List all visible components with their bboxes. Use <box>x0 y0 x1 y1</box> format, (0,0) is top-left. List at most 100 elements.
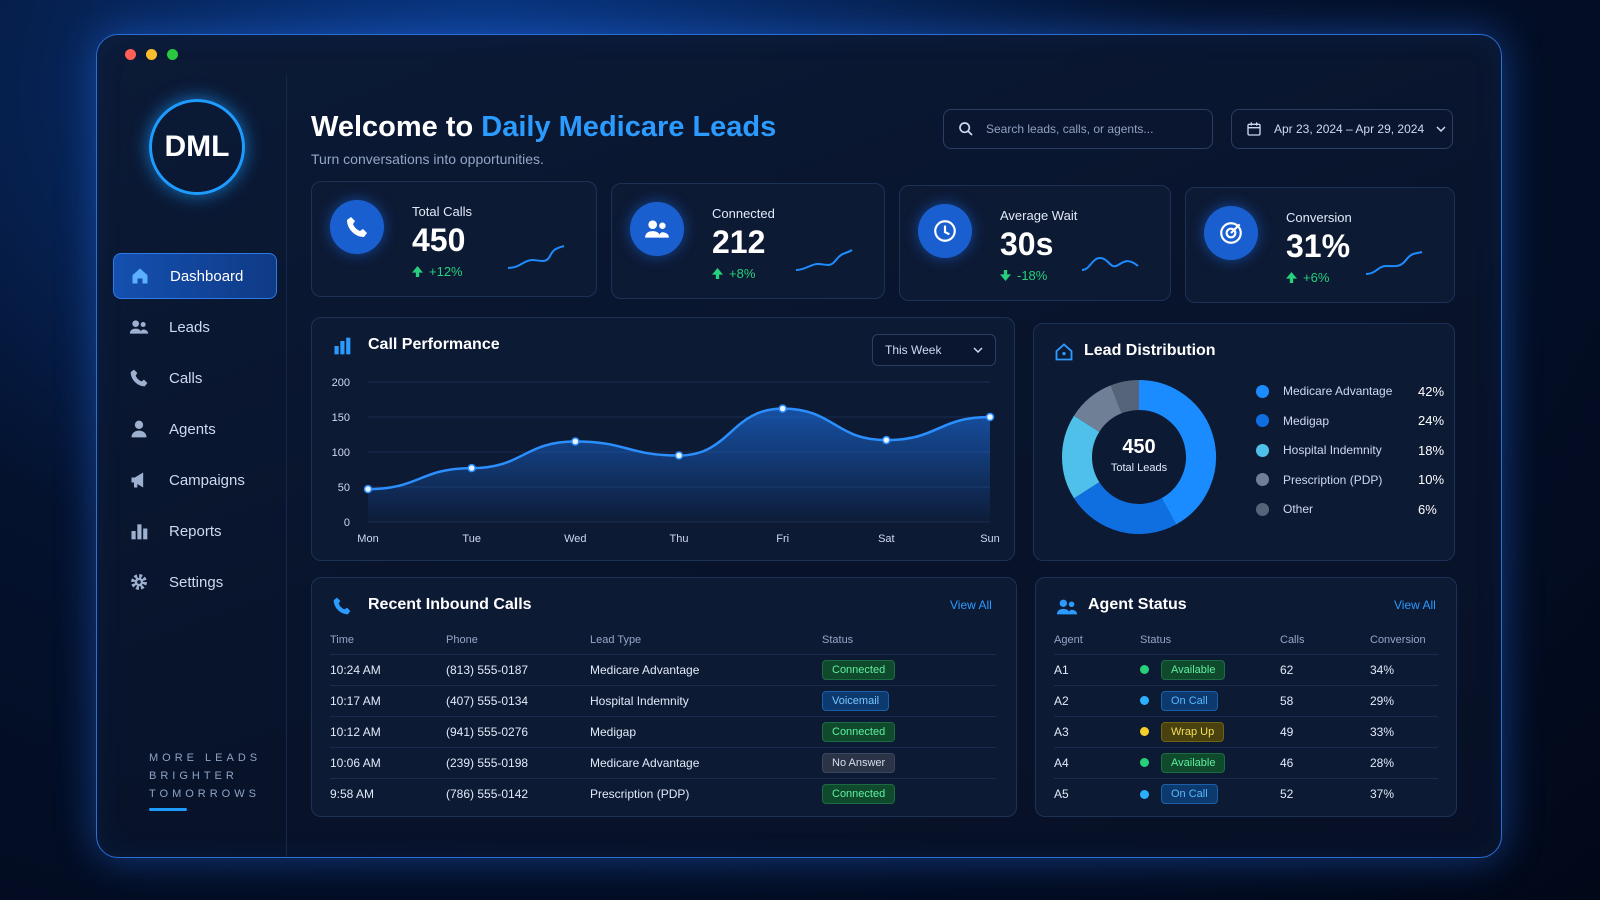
status-badge: On Call <box>1161 784 1218 805</box>
donut-center-value: 450 <box>1122 436 1156 458</box>
sidebar-item-agents[interactable]: Agents <box>113 406 277 452</box>
kpi-value: 212 <box>712 224 766 260</box>
tagline-underline <box>149 808 187 811</box>
legend-percent: 42% <box>1418 383 1445 399</box>
call-lead-type: Prescription (PDP) <box>590 778 822 810</box>
legend-swatch <box>1256 473 1269 486</box>
table-row[interactable]: A4 Available 46 28% <box>1054 747 1438 779</box>
call-lead-type: Medigap <box>590 716 822 748</box>
kpi-label: Average Wait <box>1000 208 1078 223</box>
search-icon <box>959 122 973 136</box>
sidebar-item-calls[interactable]: Calls <box>113 355 277 401</box>
chevron-down-icon <box>1436 126 1446 133</box>
table-row[interactable]: A2 On Call 58 29% <box>1054 685 1438 717</box>
call-lead-type: Medicare Advantage <box>590 747 822 779</box>
sidebar-item-dashboard[interactable]: Dashboard <box>113 253 277 299</box>
pie-slice <box>1110 380 1140 414</box>
table-row[interactable]: A5 On Call 52 37% <box>1054 778 1438 810</box>
bar-chart-icon <box>131 524 148 540</box>
status-badge: Wrap Up <box>1161 722 1225 742</box>
section-title: Recent Inbound Calls <box>368 596 532 613</box>
table-row[interactable]: 10:06 AM (239) 555-0198 Medicare Advanta… <box>330 747 996 779</box>
section-title: Agent Status <box>1088 596 1187 613</box>
status-badge: Voicemail <box>822 691 890 711</box>
donut-center-label: Total Leads <box>1110 462 1168 474</box>
logo: DML <box>149 99 245 195</box>
pie-slice <box>1073 385 1123 433</box>
x-tick-label: Wed <box>564 533 586 545</box>
sidebar-item-campaigns[interactable]: Campaigns <box>113 457 277 503</box>
search-box[interactable] <box>943 109 1213 149</box>
agent-status-view-all-link[interactable]: View All <box>1394 598 1436 612</box>
call-phone: (239) 555-0198 <box>446 747 590 779</box>
agent-id: A3 <box>1054 716 1140 748</box>
x-tick-label: Tue <box>462 533 481 545</box>
lead-distribution-donut <box>1062 380 1216 534</box>
agent-status-table: Agent Status Calls Conversion A1 Availab… <box>1054 634 1438 810</box>
agent-conversion: 29% <box>1370 685 1438 717</box>
kpi-delta: +12% <box>412 264 463 279</box>
arrow-up-icon <box>1286 272 1297 283</box>
user-icon <box>131 420 147 438</box>
sidebar-item-label: Reports <box>169 522 222 540</box>
call-performance-chart: 0 50 100 150 200 Mon Tue Wed Thu Fri Sat Sun <box>332 377 1000 545</box>
call-performance-card: Call Performance This Week 0 50 100 150 200 M… <box>311 317 1015 561</box>
table-row[interactable]: A1 Available 62 34% <box>1054 654 1438 686</box>
x-tick-label: Mon <box>357 533 378 545</box>
legend-percent: 24% <box>1418 413 1445 428</box>
recent-calls-view-all-link[interactable]: View All <box>950 598 992 612</box>
data-point <box>363 484 373 494</box>
data-point <box>985 412 995 422</box>
maximize-window-button[interactable] <box>167 49 178 60</box>
minimize-window-button[interactable] <box>146 49 157 60</box>
sidebar-item-label: Agents <box>169 420 216 438</box>
status-badge: Available <box>1161 753 1226 773</box>
kpi-label: Connected <box>712 206 775 221</box>
sparkline <box>1365 251 1423 275</box>
phone-icon <box>130 369 148 387</box>
close-window-button[interactable] <box>125 49 136 60</box>
range-select[interactable]: This Week <box>872 334 996 366</box>
legend-item: Medicare Advantage 42% <box>1256 384 1444 399</box>
sidebar-item-leads[interactable]: Leads <box>113 304 277 350</box>
table-header-row: Time Phone Lead Type Status <box>330 634 854 646</box>
app-window: DML Dashboard Leads Calls Agents Campaig… <box>96 34 1502 858</box>
kpi-value: 31% <box>1286 228 1351 264</box>
status-badge: Connected <box>822 784 896 805</box>
kpi-card-average-wait: Average Wait 30s -18% <box>899 185 1171 301</box>
sparkline <box>795 249 853 271</box>
y-tick-label: 100 <box>332 447 350 459</box>
legend-label: Other <box>1283 502 1314 516</box>
agent-status-card: Agent Status View All Agent Status Calls… <box>1035 577 1457 817</box>
table-row[interactable]: 10:17 AM (407) 555-0134 Hospital Indemni… <box>330 685 996 717</box>
table-row[interactable]: 10:24 AM (813) 555-0187 Medicare Advanta… <box>330 654 996 686</box>
kpi-delta: +8% <box>712 266 755 281</box>
page-title: Welcome to Daily Medicare Leads <box>311 111 777 143</box>
table-row[interactable]: 9:58 AM (786) 555-0142 Prescription (PDP… <box>330 778 996 810</box>
status-badge: Connected <box>822 660 896 680</box>
gear-icon <box>131 574 147 590</box>
data-point <box>571 437 580 446</box>
legend-label: Hospital Indemnity <box>1283 443 1382 457</box>
phone-icon <box>333 597 351 615</box>
tagline: MORE LEADS BRIGHTER TOMORROWS <box>149 752 262 800</box>
sidebar-item-label: Campaigns <box>169 471 245 489</box>
y-tick-label: 50 <box>338 482 350 494</box>
sidebar-item-reports[interactable]: Reports <box>113 508 277 554</box>
agent-calls: 49 <box>1280 716 1370 748</box>
status-dot <box>1140 665 1149 675</box>
table-row[interactable]: 10:12 AM (941) 555-0276 Medigap Connecte… <box>330 716 996 748</box>
table-row[interactable]: A3 Wrap Up 49 33% <box>1054 716 1438 748</box>
legend-item: Prescription (PDP) 10% <box>1256 472 1444 487</box>
home-icon <box>132 268 148 284</box>
agent-conversion: 33% <box>1370 716 1438 748</box>
sidebar-item-settings[interactable]: Settings <box>113 559 277 605</box>
call-time: 10:17 AM <box>330 685 446 717</box>
search-input[interactable] <box>986 122 1196 136</box>
kpi-delta: +6% <box>1286 270 1329 285</box>
y-tick-label: 0 <box>344 517 350 529</box>
house-icon <box>1055 343 1073 361</box>
date-range-picker[interactable]: Apr 23, 2024 – Apr 29, 2024 <box>1231 109 1453 149</box>
window-controls <box>125 49 178 60</box>
sidebar-item-label: Settings <box>169 573 224 591</box>
